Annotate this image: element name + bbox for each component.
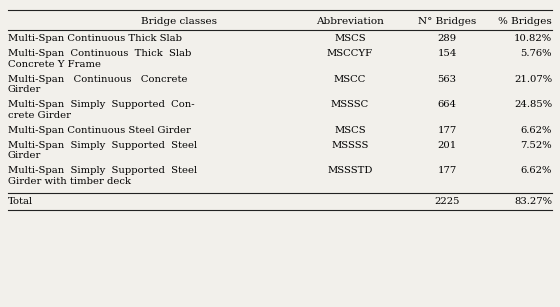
Text: Multi-Span  Simply  Supported  Steel: Multi-Span Simply Supported Steel <box>8 141 197 150</box>
Text: Multi-Span Continuous Thick Slab: Multi-Span Continuous Thick Slab <box>8 34 182 43</box>
Text: crete Girder: crete Girder <box>8 111 71 120</box>
Text: MSCC: MSCC <box>334 75 366 84</box>
Text: 6.62%: 6.62% <box>521 126 552 135</box>
Text: Abbreviation: Abbreviation <box>316 17 384 25</box>
Text: MSCCYF: MSCCYF <box>327 49 373 58</box>
Text: Girder: Girder <box>8 85 41 94</box>
Text: 563: 563 <box>437 75 456 84</box>
Text: 177: 177 <box>437 166 456 175</box>
Text: Multi-Span Continuous Steel Girder: Multi-Span Continuous Steel Girder <box>8 126 191 135</box>
Text: 154: 154 <box>437 49 457 58</box>
Text: Multi-Span  Continuous  Thick  Slab: Multi-Span Continuous Thick Slab <box>8 49 192 58</box>
Text: Girder: Girder <box>8 151 41 160</box>
Text: Concrete Y Frame: Concrete Y Frame <box>8 60 101 69</box>
Text: Multi-Span   Continuous   Concrete: Multi-Span Continuous Concrete <box>8 75 188 84</box>
Text: MSSSC: MSSSC <box>331 100 369 109</box>
Text: Girder with timber deck: Girder with timber deck <box>8 177 131 186</box>
Text: 2225: 2225 <box>434 197 460 206</box>
Text: % Bridges: % Bridges <box>498 17 552 25</box>
Text: Total: Total <box>8 197 33 206</box>
Text: Multi-Span  Simply  Supported  Con-: Multi-Span Simply Supported Con- <box>8 100 195 109</box>
Text: 289: 289 <box>437 34 456 43</box>
Text: 24.85%: 24.85% <box>514 100 552 109</box>
Text: 83.27%: 83.27% <box>514 197 552 206</box>
Text: MSSSS: MSSSS <box>332 141 368 150</box>
Text: Bridge classes: Bridge classes <box>141 17 217 25</box>
Text: MSCS: MSCS <box>334 34 366 43</box>
Text: 201: 201 <box>437 141 456 150</box>
Text: MSSSTD: MSSSTD <box>327 166 373 175</box>
Text: 5.76%: 5.76% <box>520 49 552 58</box>
Text: 6.62%: 6.62% <box>521 166 552 175</box>
Text: 177: 177 <box>437 126 456 135</box>
Text: 7.52%: 7.52% <box>520 141 552 150</box>
Text: 21.07%: 21.07% <box>514 75 552 84</box>
Text: 10.82%: 10.82% <box>514 34 552 43</box>
Text: 664: 664 <box>437 100 456 109</box>
Text: MSCS: MSCS <box>334 126 366 135</box>
Text: N° Bridges: N° Bridges <box>418 17 476 25</box>
Text: Multi-Span  Simply  Supported  Steel: Multi-Span Simply Supported Steel <box>8 166 197 175</box>
